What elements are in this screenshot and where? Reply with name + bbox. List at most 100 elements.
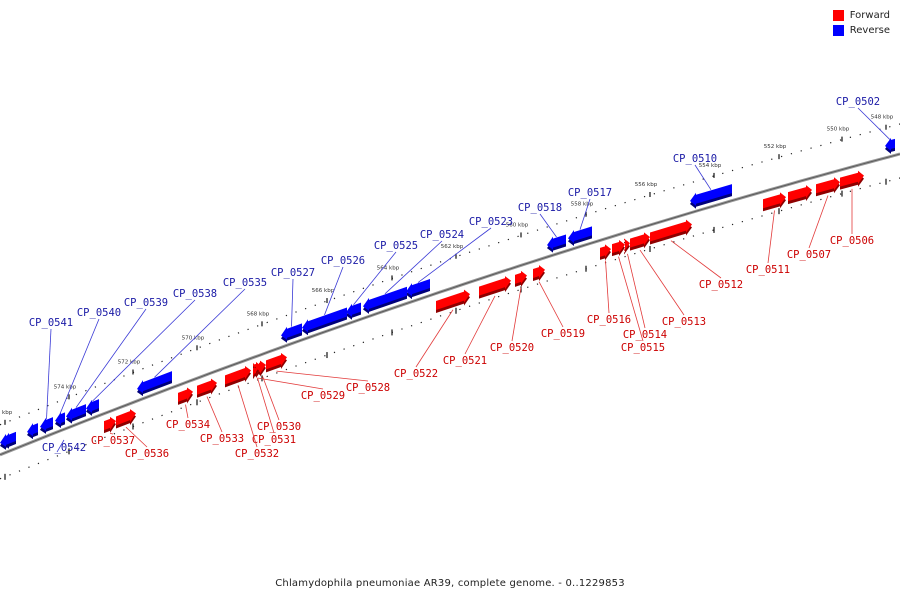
gene-cp-0519[interactable] [533, 265, 545, 282]
gene-cp-0532[interactable] [225, 366, 251, 388]
gene-label: CP_0510 [673, 153, 717, 165]
scale-tick-label: 576 kbp [0, 410, 13, 416]
gene-label-leader [808, 195, 829, 249]
gene-cp-0535-shape [137, 371, 172, 394]
scale-tick-label: 558 kbp [571, 202, 594, 208]
gene-label-leader [75, 308, 147, 408]
gene-label: CP_0532 [235, 448, 279, 460]
gene-cp-0539-shape [66, 404, 86, 421]
gene-label-leader [384, 240, 443, 295]
gene-cp-0534[interactable] [178, 387, 193, 405]
gene-cp-0507[interactable] [816, 177, 840, 197]
gene-cp-0524-shape [363, 286, 407, 311]
gene-cp-0510[interactable] [690, 184, 732, 209]
gene-cp-0502-shape [885, 137, 895, 151]
gene-label-leader [257, 377, 275, 434]
gene-cp-0502[interactable] [885, 137, 895, 154]
gene-cp-0507-part[interactable] [788, 185, 812, 205]
gene-label: CP_0506 [830, 235, 874, 247]
gene-label: CP_0526 [321, 255, 365, 267]
gene-cp-0537[interactable] [104, 416, 116, 434]
gene-cp-0539[interactable] [66, 404, 86, 424]
gene-label: CP_0541 [29, 317, 73, 329]
gene-cp-0515[interactable] [612, 239, 625, 257]
gene-label: CP_0530 [257, 421, 301, 433]
gene-cp-0538[interactable] [86, 399, 99, 416]
gene-cp-0540[interactable] [55, 411, 65, 428]
gene-cp-0533[interactable] [197, 378, 217, 398]
gene-label: CP_0518 [518, 202, 562, 214]
gene-cp-0522[interactable] [436, 289, 470, 313]
gene-cp-0520[interactable] [515, 270, 527, 287]
gene-label: CP_0520 [490, 342, 534, 354]
gene-cp-0541[interactable] [40, 417, 53, 434]
reverse-swatch [832, 25, 844, 36]
gene-cp-0522-shape [436, 289, 470, 310]
gene-cp-0514-shape [624, 238, 630, 252]
gene-cp-0531[interactable] [253, 363, 259, 380]
gene-label: CP_0519 [541, 328, 585, 340]
gene-cp-0506-shape [840, 170, 864, 187]
gene-label-leader [109, 432, 114, 435]
gene-cp-0514[interactable] [624, 238, 630, 255]
gene-cp-0540-shape [55, 411, 65, 425]
gene-label-leader [639, 249, 685, 316]
gene-label-leader [154, 288, 246, 378]
gene-cp-0530[interactable] [259, 360, 266, 377]
gene-label-leader [694, 164, 712, 191]
gene-label: CP_0529 [301, 390, 345, 402]
gene-label: CP_0502 [836, 96, 880, 108]
gene-label-leader [257, 377, 324, 390]
gene-cp-0527[interactable] [281, 323, 302, 343]
gene-cp-0516[interactable] [600, 244, 611, 261]
gene-label: CP_0524 [420, 229, 464, 241]
gene-cp-0526[interactable] [302, 307, 347, 336]
gene-cp-0518[interactable] [547, 234, 566, 253]
gene-cp-0521[interactable] [479, 276, 511, 299]
gene-small-left-b[interactable] [0, 431, 16, 450]
scale-tick-label: 566 kbp [312, 288, 335, 294]
gene-cp-0517[interactable] [568, 226, 592, 247]
gene-cp-0507-part-shape [788, 185, 812, 202]
gene-small-left-a[interactable] [27, 423, 38, 440]
gene-cp-0524[interactable] [363, 286, 407, 314]
scale-tick-label: 560 kbp [506, 222, 529, 228]
gene-label: CP_0525 [374, 240, 418, 252]
gene-label-leader [538, 281, 564, 328]
gene-cp-0515-shape [612, 239, 625, 254]
gene-label: CP_0523 [469, 216, 513, 228]
gene-label: CP_0507 [787, 249, 831, 261]
gene-label: CP_0514 [623, 329, 667, 341]
gene-cp-0528[interactable] [266, 352, 287, 373]
scale-tick-label: 568 kbp [247, 311, 270, 317]
gene-cp-0537-shape [104, 416, 116, 431]
gene-cp-0532-shape [225, 366, 251, 385]
gene-cp-0526-shape [302, 307, 347, 333]
gene-label: CP_0527 [271, 267, 315, 279]
gene-cp-0512[interactable] [650, 219, 692, 245]
legend-reverse-label: Reverse [849, 25, 890, 36]
gene-cp-0523[interactable] [406, 278, 430, 300]
gene-cp-0525[interactable] [346, 302, 361, 320]
gene-cp-0538-shape [86, 399, 99, 413]
gene-label-leader [262, 376, 280, 421]
gene-cp-0536[interactable] [116, 409, 136, 429]
gene-label-leader [59, 318, 100, 415]
scale-tick-label: 570 kbp [182, 335, 205, 341]
gene-label-leader [291, 278, 294, 327]
gene-cp-0520-shape [515, 270, 527, 284]
gene-label-leader [415, 309, 454, 368]
gene-cp-0535[interactable] [137, 371, 172, 397]
scale-tick-label: 552 kbp [764, 144, 787, 150]
gene-cp-0511[interactable] [763, 192, 786, 212]
scale-tick-label: 574 kbp [54, 384, 77, 390]
gene-label-leader [324, 266, 344, 316]
gene-label-leader [670, 240, 722, 279]
gene-cp-0536-shape [116, 409, 136, 426]
gene-cp-0506[interactable] [840, 170, 864, 190]
scale-tick-label: 550 kbp [827, 127, 850, 133]
gene-label: CP_0517 [568, 187, 612, 199]
gene-cp-0530-shape [259, 360, 266, 374]
gene-label-leader [464, 295, 496, 355]
gene-cp-0513[interactable] [630, 232, 650, 251]
